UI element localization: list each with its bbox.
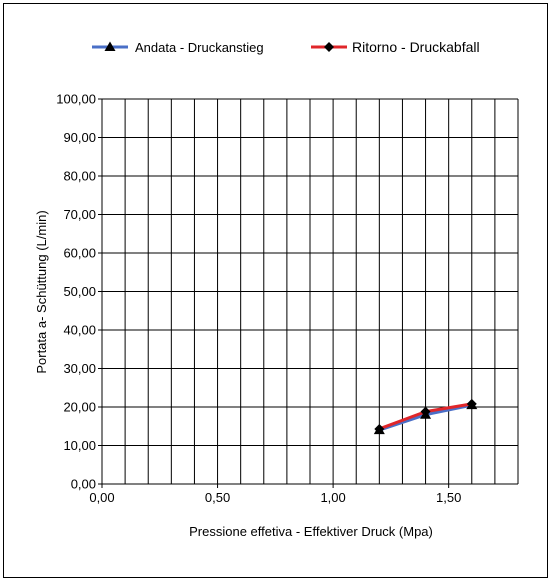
y-axis-title: Portata a- Schüttung (L/min) xyxy=(34,210,49,373)
legend-item-series-2: Ritorno - Druckabfall xyxy=(311,39,480,55)
y-tick-label: 0,00 xyxy=(71,477,96,492)
y-tick-label: 40,00 xyxy=(63,323,96,338)
grid xyxy=(101,98,519,485)
y-tick-label: 90,00 xyxy=(63,130,96,145)
x-tick-label: 1,50 xyxy=(436,490,461,505)
y-tick-label: 20,00 xyxy=(63,400,96,415)
x-axis-title: Pressione effetiva - Effektiver Druck (M… xyxy=(189,524,433,539)
y-tick-label: 100,00 xyxy=(56,92,96,107)
x-tick-label: 1,00 xyxy=(320,490,345,505)
x-tick-label: 0,00 xyxy=(89,490,114,505)
data-point xyxy=(420,406,431,417)
legend-item-series-1: Andata - Druckanstieg xyxy=(92,40,264,55)
legend-label-series-1: Andata - Druckanstieg xyxy=(135,40,264,55)
y-tick-label: 10,00 xyxy=(63,438,96,453)
y-axis-ticks: 0,00 10,00 20,00 30,00 40,00 50,00 60,00 70,00 8… xyxy=(56,92,102,492)
y-tick-label: 30,00 xyxy=(63,361,96,376)
y-tick-label: 60,00 xyxy=(63,246,96,261)
data-point xyxy=(374,423,385,434)
x-tick-label: 0,50 xyxy=(205,490,230,505)
y-tick-label: 80,00 xyxy=(63,169,96,184)
y-tick-label: 70,00 xyxy=(63,207,96,222)
legend-marker-triangle xyxy=(104,41,116,51)
y-tick-label: 50,00 xyxy=(63,284,96,299)
legend: Andata - Druckanstieg Ritorno - Druckabf… xyxy=(92,39,480,55)
data-point xyxy=(466,398,477,409)
series-layer xyxy=(373,398,478,435)
x-axis-ticks: 0,00 0,50 1,00 1,50 xyxy=(89,484,461,505)
series-2 xyxy=(374,398,477,434)
legend-label-series-2: Ritorno - Druckabfall xyxy=(352,39,480,55)
legend-marker-diamond xyxy=(324,42,334,52)
